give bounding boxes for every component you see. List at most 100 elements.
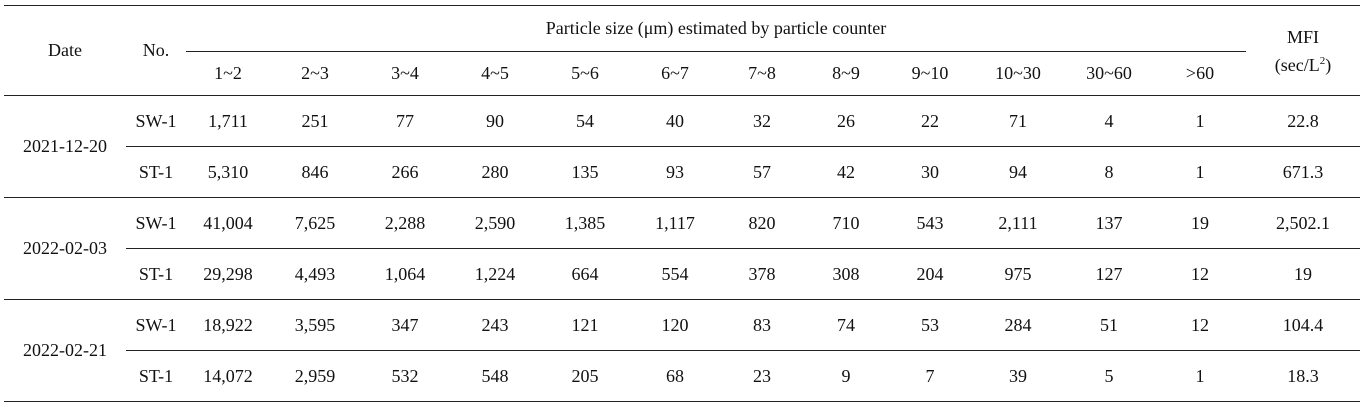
particle-count-cell: 22 <box>888 95 972 147</box>
sample-no-cell: ST-1 <box>126 146 186 198</box>
particle-count-cell: 9 <box>804 350 888 402</box>
particle-count-cell: 3,595 <box>270 299 360 351</box>
particle-count-cell: 39 <box>972 350 1064 402</box>
date-cell: 2021-12-20 <box>4 95 126 198</box>
particle-count-cell: 4,493 <box>270 248 360 300</box>
particle-count-cell: 42 <box>804 146 888 198</box>
table-row: ST-1 14,072 2,959 532 548 205 68 23 9 7 39 5 1 18.3 <box>4 350 1361 402</box>
particle-count-cell: 664 <box>540 248 630 300</box>
header-size-bin: >60 <box>1154 51 1247 96</box>
mfi-cell: 18.3 <box>1246 350 1361 402</box>
particle-count-cell: 8 <box>1064 146 1154 198</box>
header-size-bin: 10~30 <box>972 51 1064 96</box>
particle-count-cell: 68 <box>630 350 720 402</box>
particle-count-cell: 975 <box>972 248 1064 300</box>
particle-count-cell: 846 <box>270 146 360 198</box>
particle-count-cell: 266 <box>360 146 450 198</box>
sample-no-cell: SW-1 <box>126 95 186 147</box>
particle-count-cell: 2,288 <box>360 197 450 249</box>
particle-count-cell: 1 <box>1154 95 1247 147</box>
particle-count-cell: 284 <box>972 299 1064 351</box>
particle-count-cell: 71 <box>972 95 1064 147</box>
particle-count-cell: 26 <box>804 95 888 147</box>
mfi-cell: 104.4 <box>1246 299 1361 351</box>
particle-count-cell: 4 <box>1064 95 1154 147</box>
particle-count-cell: 2,959 <box>270 350 360 402</box>
header-mfi: MFI (sec/L2) <box>1246 5 1361 96</box>
particle-count-cell: 554 <box>630 248 720 300</box>
particle-count-cell: 204 <box>888 248 972 300</box>
particle-count-cell: 2,111 <box>972 197 1064 249</box>
date-cell: 2022-02-03 <box>4 197 126 300</box>
particle-count-cell: 1 <box>1154 350 1247 402</box>
particle-count-cell: 77 <box>360 95 450 147</box>
particle-count-cell: 57 <box>720 146 804 198</box>
particle-count-cell: 53 <box>888 299 972 351</box>
particle-count-cell: 280 <box>450 146 540 198</box>
header-size-bin: 1~2 <box>186 51 270 96</box>
particle-count-cell: 93 <box>630 146 720 198</box>
particle-count-cell: 7,625 <box>270 197 360 249</box>
particle-count-cell: 710 <box>804 197 888 249</box>
particle-count-cell: 30 <box>888 146 972 198</box>
particle-count-cell: 14,072 <box>186 350 270 402</box>
particle-count-cell: 1,064 <box>360 248 450 300</box>
table-row: 2022-02-03 SW-1 41,004 7,625 2,288 2,590 1,385… <box>4 197 1361 300</box>
mfi-cell: 2,502.1 <box>1246 197 1361 249</box>
particle-count-cell: 120 <box>630 299 720 351</box>
particle-count-cell: 251 <box>270 95 360 147</box>
particle-count-cell: 23 <box>720 350 804 402</box>
particle-count-cell: 135 <box>540 146 630 198</box>
particle-count-cell: 1 <box>1154 146 1247 198</box>
particle-count-cell: 378 <box>720 248 804 300</box>
particle-count-cell: 32 <box>720 95 804 147</box>
table-row: 2022-02-21 SW-1 18,922 3,595 347 243 121 120 83 7… <box>4 299 1361 402</box>
particle-count-cell: 18,922 <box>186 299 270 351</box>
particle-count-cell: 308 <box>804 248 888 300</box>
particle-count-cell: 41,004 <box>186 197 270 249</box>
particle-count-cell: 1,385 <box>540 197 630 249</box>
sample-no-cell: SW-1 <box>126 197 186 249</box>
particle-count-cell: 2,590 <box>450 197 540 249</box>
header-size-bin: 8~9 <box>804 51 888 96</box>
particle-count-cell: 51 <box>1064 299 1154 351</box>
header-no: No. <box>126 5 186 96</box>
particle-count-cell: 1,711 <box>186 95 270 147</box>
particle-count-cell: 54 <box>540 95 630 147</box>
particle-count-cell: 90 <box>450 95 540 147</box>
table-row: 2021-12-20 SW-1 1,711 251 77 90 54 40 32 26 22 71 4 1… <box>4 95 1361 198</box>
particle-count-cell: 243 <box>450 299 540 351</box>
particle-count-cell: 1,117 <box>630 197 720 249</box>
header-particle-size: Particle size (μm) estimated by particle… <box>186 5 1247 52</box>
header-size-bin: 2~3 <box>270 51 360 96</box>
sample-no-cell: ST-1 <box>126 248 186 300</box>
particle-count-cell: 137 <box>1064 197 1154 249</box>
particle-count-cell: 83 <box>720 299 804 351</box>
header-size-bin: 6~7 <box>630 51 720 96</box>
particle-count-cell: 29,298 <box>186 248 270 300</box>
particle-size-table: Date No. Particle size (μm) estimated by… <box>4 5 1361 402</box>
sample-no-cell: SW-1 <box>126 299 186 351</box>
header-date: Date <box>4 5 126 96</box>
header-size-bin: 5~6 <box>540 51 630 96</box>
particle-count-cell: 94 <box>972 146 1064 198</box>
header-size-bin: 7~8 <box>720 51 804 96</box>
table-body: 2021-12-20 SW-1 1,711 251 77 90 54 40 32 26 22 71 4 1… <box>4 95 1361 402</box>
particle-count-cell: 820 <box>720 197 804 249</box>
particle-count-cell: 5,310 <box>186 146 270 198</box>
particle-count-cell: 121 <box>540 299 630 351</box>
particle-count-cell: 74 <box>804 299 888 351</box>
header-mfi-line1: MFI <box>1287 26 1320 47</box>
size-bin-header-row: 1~2 2~3 3~4 4~5 5~6 6~7 7~8 8~9 9~10 10~30 30~60 >6… <box>4 51 1360 96</box>
header-mfi-unit-suffix: ) <box>1325 54 1332 75</box>
particle-count-cell: 40 <box>630 95 720 147</box>
header-size-bin: 9~10 <box>888 51 972 96</box>
table-row: ST-1 29,298 4,493 1,064 1,224 664 554 378 308 204… <box>4 248 1361 300</box>
particle-count-cell: 543 <box>888 197 972 249</box>
particle-count-cell: 12 <box>1154 248 1247 300</box>
particle-count-cell: 205 <box>540 350 630 402</box>
particle-count-cell: 19 <box>1154 197 1247 249</box>
particle-count-cell: 532 <box>360 350 450 402</box>
sample-no-cell: ST-1 <box>126 350 186 402</box>
